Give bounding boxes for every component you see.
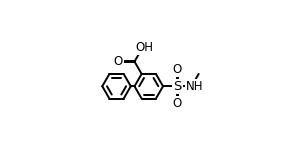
Text: O: O bbox=[173, 97, 182, 110]
Text: O: O bbox=[173, 63, 182, 76]
Text: S: S bbox=[173, 80, 181, 93]
Text: O: O bbox=[114, 55, 123, 68]
Text: NH: NH bbox=[186, 80, 203, 93]
Text: OH: OH bbox=[135, 41, 153, 54]
